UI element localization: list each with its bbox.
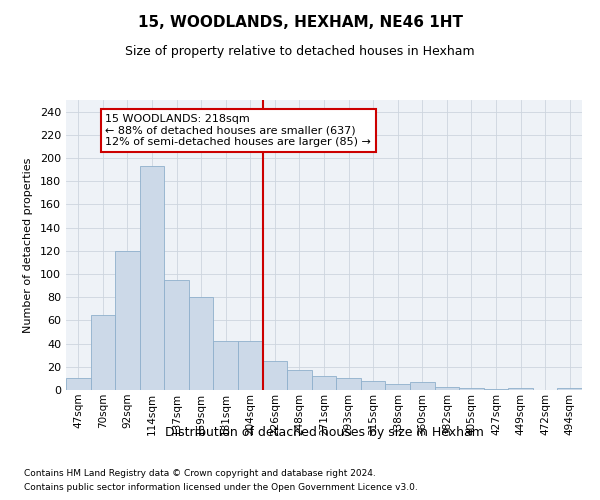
Bar	[508, 388, 533, 390]
Text: 15, WOODLANDS, HEXHAM, NE46 1HT: 15, WOODLANDS, HEXHAM, NE46 1HT	[137, 15, 463, 30]
Text: 15 WOODLANDS: 218sqm
← 88% of detached houses are smaller (637)
12% of semi-deta: 15 WOODLANDS: 218sqm ← 88% of detached h…	[106, 114, 371, 147]
Bar	[385, 384, 410, 390]
Bar	[459, 388, 484, 390]
Bar	[91, 314, 115, 390]
Bar	[189, 297, 214, 390]
Text: Contains public sector information licensed under the Open Government Licence v3: Contains public sector information licen…	[24, 484, 418, 492]
Bar	[557, 388, 582, 390]
Bar	[263, 361, 287, 390]
Bar	[361, 380, 385, 390]
Bar	[287, 370, 312, 390]
Bar	[164, 280, 189, 390]
Bar	[66, 378, 91, 390]
Bar	[336, 378, 361, 390]
Bar	[115, 251, 140, 390]
Bar	[434, 386, 459, 390]
Bar	[140, 166, 164, 390]
Text: Contains HM Land Registry data © Crown copyright and database right 2024.: Contains HM Land Registry data © Crown c…	[24, 468, 376, 477]
Bar	[238, 342, 263, 390]
Bar	[410, 382, 434, 390]
Text: Distribution of detached houses by size in Hexham: Distribution of detached houses by size …	[164, 426, 484, 439]
Text: Size of property relative to detached houses in Hexham: Size of property relative to detached ho…	[125, 45, 475, 58]
Bar	[484, 389, 508, 390]
Bar	[312, 376, 336, 390]
Bar	[214, 342, 238, 390]
Y-axis label: Number of detached properties: Number of detached properties	[23, 158, 33, 332]
